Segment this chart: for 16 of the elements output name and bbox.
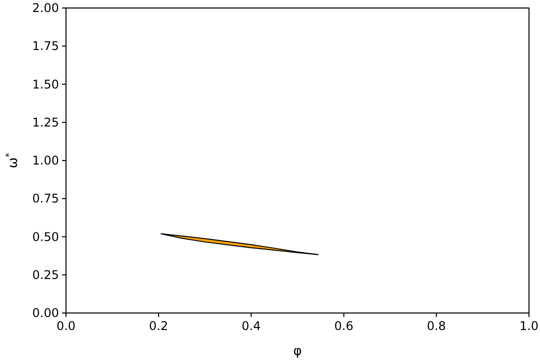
y-tick-label: 1.50	[32, 77, 59, 92]
x-axis-title: φ	[293, 344, 302, 359]
x-tick-label: 0.2	[149, 319, 168, 333]
y-tick-label: 2.00	[32, 1, 59, 15]
x-tick-label: 0.6	[334, 319, 354, 333]
x-tick-label: 1.0	[519, 319, 539, 333]
y-tick-label: 0.00	[32, 306, 59, 320]
y-tick-label: 1.75	[32, 39, 59, 54]
y-tick-label: 1.00	[32, 154, 59, 168]
x-tick-label: 0.8	[426, 319, 446, 333]
y-tick-label: 0.50	[32, 230, 59, 244]
y-tick-label: 1.25	[32, 115, 59, 130]
y-tick-label: 0.75	[32, 192, 59, 206]
y-tick-label: 0.25	[32, 268, 59, 282]
x-tick-label: 0.0	[56, 319, 76, 333]
x-tick-label: 0.4	[242, 319, 261, 333]
